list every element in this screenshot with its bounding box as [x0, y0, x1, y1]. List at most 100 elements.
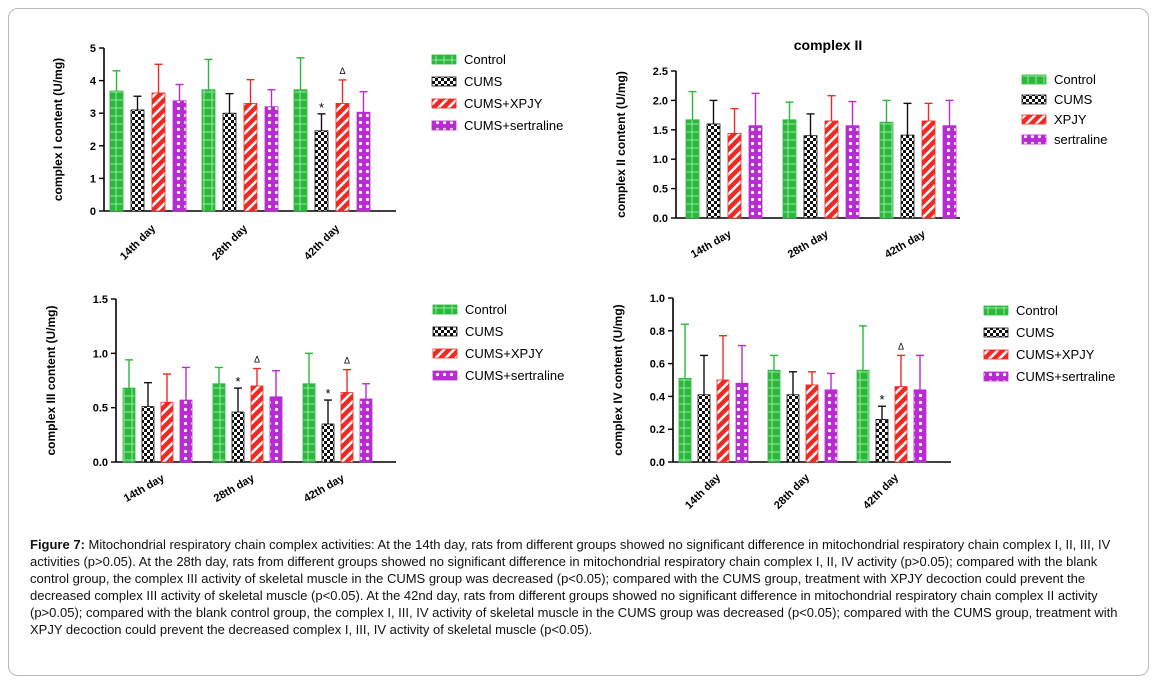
x-tick-label: 14th day	[122, 472, 167, 505]
bar	[856, 369, 870, 463]
legend-swatch	[431, 54, 457, 65]
legend-swatch	[432, 304, 458, 315]
bar	[321, 423, 335, 463]
y-tick-label: 1.0	[93, 348, 108, 360]
legend-swatch	[983, 305, 1009, 316]
legend-label: Control	[1054, 72, 1096, 87]
bar	[293, 89, 308, 212]
legend-swatch	[432, 348, 458, 359]
bar	[302, 383, 316, 463]
legend-swatch	[432, 326, 458, 337]
legend-swatch	[431, 120, 457, 131]
significance-delta: Δ	[898, 341, 904, 351]
bar	[748, 125, 763, 219]
bar	[335, 103, 350, 212]
legend-label: CUMS+XPJY	[464, 96, 543, 111]
y-tick-label: 0	[90, 206, 96, 218]
x-tick-label: 42th day	[302, 472, 347, 505]
legend-label: Control	[1016, 303, 1058, 318]
y-tick-label: 1.0	[653, 154, 668, 166]
bar	[921, 120, 936, 219]
figure-caption: Figure 7: Mitochondrial respiratory chai…	[30, 536, 1138, 638]
legend-swatch	[431, 76, 457, 87]
bar	[706, 123, 721, 219]
bar	[735, 382, 749, 463]
legend-label: CUMS+sertraline	[1016, 369, 1115, 384]
bar	[179, 399, 193, 463]
bar	[716, 379, 730, 463]
legend-label: sertraline	[1054, 132, 1107, 147]
x-tick-label: 28th day	[210, 222, 251, 263]
bar	[269, 396, 283, 463]
chart-title: complex II	[794, 37, 862, 53]
y-tick-label: 2.0	[653, 95, 668, 107]
bar	[805, 384, 819, 463]
y-axis-label: complex I content (U/mg)	[51, 58, 65, 201]
chart-panel-4: 0.0 0.2 0.4 0.6 0.8 1.0 complex IV content (U/…	[611, 293, 1115, 512]
caption-text: Mitochondrial respiratory chain complex …	[30, 537, 1118, 637]
y-tick-label: 4	[90, 76, 97, 88]
bar	[243, 103, 258, 212]
legend-label: Control	[465, 302, 507, 317]
bar	[824, 389, 838, 463]
chart-panel-1: 0 1 2 3 4 5 complex I content (U/mg) 14th day 28…	[51, 43, 563, 263]
bar	[130, 109, 145, 212]
y-tick-label: 0.8	[650, 326, 665, 338]
y-tick-label: 0.5	[93, 403, 108, 415]
legend-label: CUMS+XPJY	[1016, 347, 1095, 362]
bar	[222, 112, 237, 212]
bar	[913, 389, 927, 463]
y-tick-label: 1.5	[93, 294, 108, 306]
bar	[845, 125, 860, 219]
figure-frame	[8, 8, 1149, 676]
legend-swatch	[983, 349, 1009, 360]
x-tick-label: 14th day	[118, 222, 159, 263]
bar	[141, 406, 155, 463]
legend-label: CUMS	[465, 324, 504, 339]
legend-swatch	[1021, 134, 1047, 145]
legend-label: XPJY	[1054, 112, 1087, 127]
legend-label: CUMS+XPJY	[465, 346, 544, 361]
legend-swatch	[1021, 94, 1047, 105]
x-tick-label: 14th day	[683, 471, 724, 512]
y-tick-label: 1.5	[653, 125, 668, 137]
x-tick-label: 42th day	[302, 222, 343, 263]
bar	[212, 383, 226, 463]
bar	[786, 394, 800, 463]
legend-swatch	[431, 98, 457, 109]
y-tick-label: 0.0	[653, 213, 668, 225]
bar	[250, 385, 264, 463]
caption-label: Figure 7:	[30, 537, 85, 552]
bar	[697, 394, 711, 463]
x-tick-label: 28th day	[772, 471, 813, 512]
bar	[767, 369, 781, 463]
y-tick-label: 3	[90, 108, 96, 120]
bar	[160, 401, 174, 463]
y-tick-label: 0.0	[650, 457, 665, 469]
significance-star: *	[319, 100, 324, 115]
bar	[803, 135, 818, 219]
y-tick-label: 2.5	[653, 66, 668, 78]
y-tick-label: 5	[90, 43, 96, 55]
x-tick-label: 42th day	[883, 228, 928, 261]
bar	[359, 398, 373, 463]
legend-swatch	[432, 370, 458, 381]
significance-delta: Δ	[339, 66, 345, 76]
significance-delta: Δ	[344, 356, 350, 366]
x-tick-label: 14th day	[689, 228, 734, 261]
bar	[782, 119, 797, 219]
bar	[894, 386, 908, 463]
x-tick-label: 42th day	[861, 471, 902, 512]
bar	[879, 121, 894, 219]
bar	[900, 134, 915, 219]
bar	[678, 377, 692, 463]
bar	[264, 106, 279, 212]
y-tick-label: 0.6	[650, 359, 665, 371]
bar	[231, 411, 245, 463]
chart-panel-3: 0.0 0.5 1.0 1.5 complex III content (U/mg) 14…	[44, 294, 564, 505]
bar	[314, 130, 329, 212]
bar	[824, 120, 839, 219]
bar	[122, 387, 136, 463]
legend-label: CUMS	[1054, 92, 1093, 107]
